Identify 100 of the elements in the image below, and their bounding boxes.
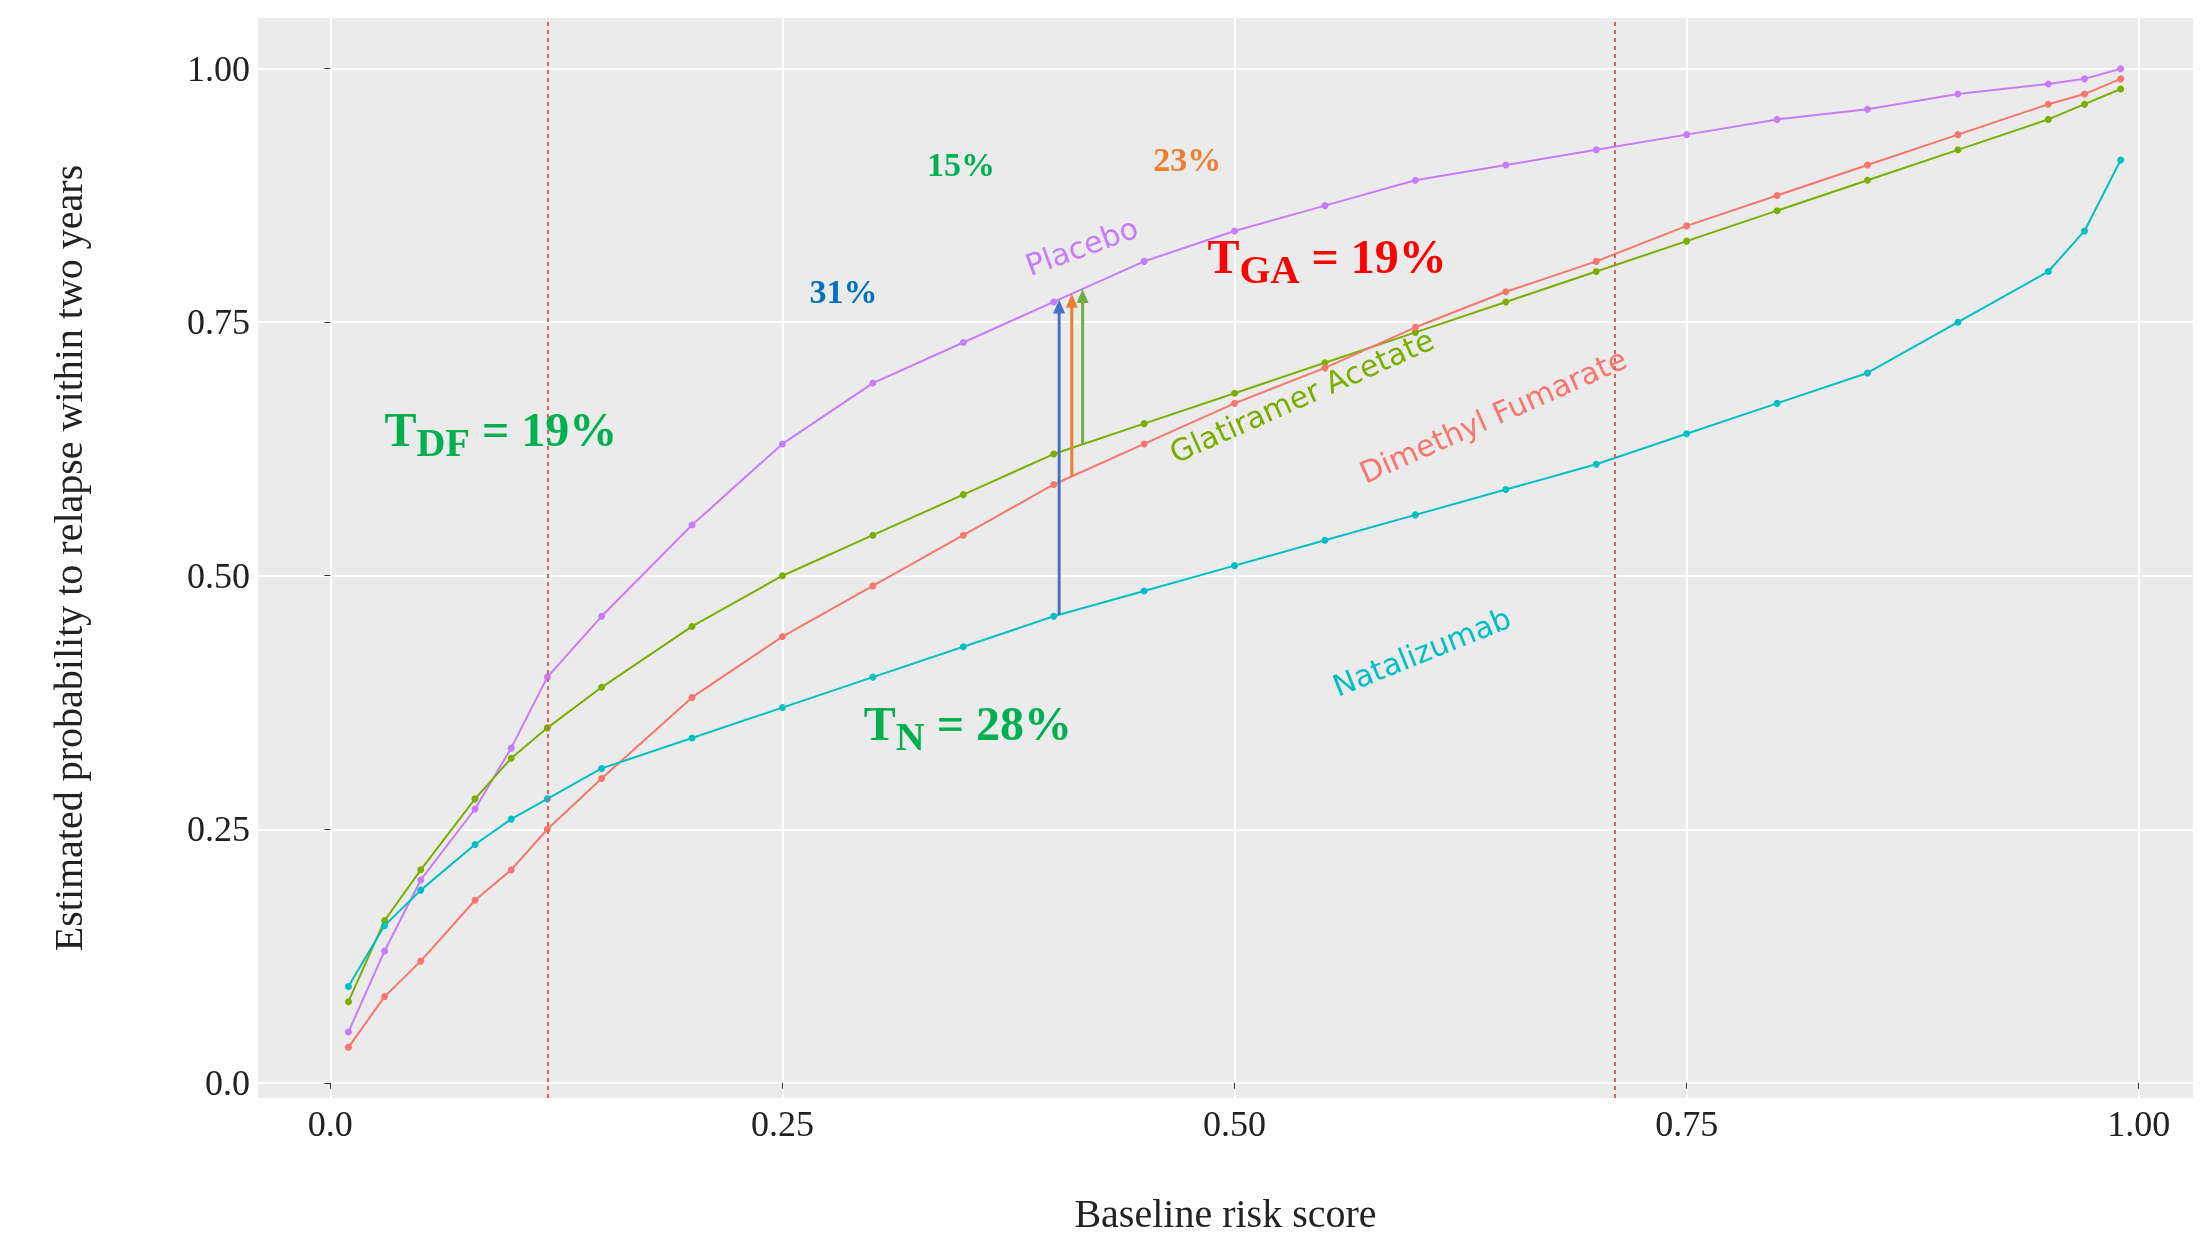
point [471,896,479,904]
point [417,866,425,874]
point [2044,268,2052,276]
point [381,922,389,930]
y-tick-label: 0.0 [205,1062,250,1103]
point [869,673,877,681]
point [688,693,696,701]
point [598,683,606,691]
point [778,440,786,448]
point [1683,222,1691,230]
point [344,982,352,990]
point [869,582,877,590]
point [1050,450,1058,458]
point [1411,323,1419,331]
y-tick-label: 0.50 [187,555,250,596]
point [1592,257,1600,265]
point [1502,161,1510,169]
point [778,704,786,712]
point [2044,115,2052,123]
annotation: T$_{N}$ = 28% [863,695,1073,762]
point [688,622,696,630]
point [417,886,425,894]
point [1502,486,1510,494]
point [1411,511,1419,519]
point [1863,176,1871,184]
point [1321,202,1329,210]
point [2117,75,2125,83]
point [344,1028,352,1036]
point [869,379,877,387]
point [1773,207,1781,215]
y-axis-title: Estimated probability to relapse within two years [45,164,91,952]
point [1592,146,1600,154]
y-tick-label: 0.25 [187,809,250,850]
point [507,815,515,823]
point [1411,176,1419,184]
point [1321,364,1329,372]
point [2081,75,2088,83]
point [507,744,515,752]
point [417,957,425,965]
point [1863,369,1871,377]
point [1592,460,1600,468]
point [959,531,967,539]
x-tick-label: 0.0 [307,1104,353,1144]
point [2081,90,2088,98]
point [381,947,389,955]
annotation: T$_{DF}$ = 19% [384,401,618,468]
point [959,643,967,651]
x-axis-title: Baseline risk score [1074,1190,1377,1236]
point [1863,105,1871,113]
point [2081,227,2088,235]
point [417,876,425,884]
point [1140,420,1148,428]
point [2044,80,2052,88]
point [2117,65,2125,73]
point [507,754,515,762]
point [1050,612,1058,620]
point [1050,298,1058,306]
point [507,866,515,874]
point [1231,562,1239,570]
point [1773,399,1781,407]
point [1140,257,1148,265]
point [381,993,389,1001]
annotation: 31% [809,271,878,312]
point [1321,536,1329,544]
point [598,612,606,620]
point [344,1043,352,1051]
point [598,775,606,783]
point [1954,318,1962,326]
point [2117,156,2125,164]
x-tick-label: 0.50 [1203,1104,1267,1144]
annotation: T$_{GA}$ = 19% [1207,229,1447,295]
y-tick-label: 0.75 [187,302,250,343]
x-tick-label: 0.25 [750,1104,814,1144]
point [1773,115,1781,123]
point [1502,298,1510,306]
point [1592,268,1600,276]
point [1954,146,1962,154]
annotation: 15% [927,144,996,185]
point [2044,100,2052,108]
point [778,572,786,580]
point [1863,161,1871,169]
point [869,531,877,539]
point [1502,288,1510,296]
point [471,840,479,848]
point [1683,131,1691,139]
point [1683,430,1691,438]
point [1050,480,1058,488]
point [1231,227,1239,235]
x-tick-label: 1.00 [2107,1104,2171,1144]
point [2081,100,2088,108]
y-tick-label: 1.00 [187,48,250,89]
point [778,633,786,641]
point [598,764,606,772]
point [1683,237,1691,245]
point [2117,85,2125,93]
point [959,491,967,499]
x-tick-label: 0.75 [1655,1104,1719,1144]
point [1773,191,1781,199]
point [1140,440,1148,448]
point [344,998,352,1006]
